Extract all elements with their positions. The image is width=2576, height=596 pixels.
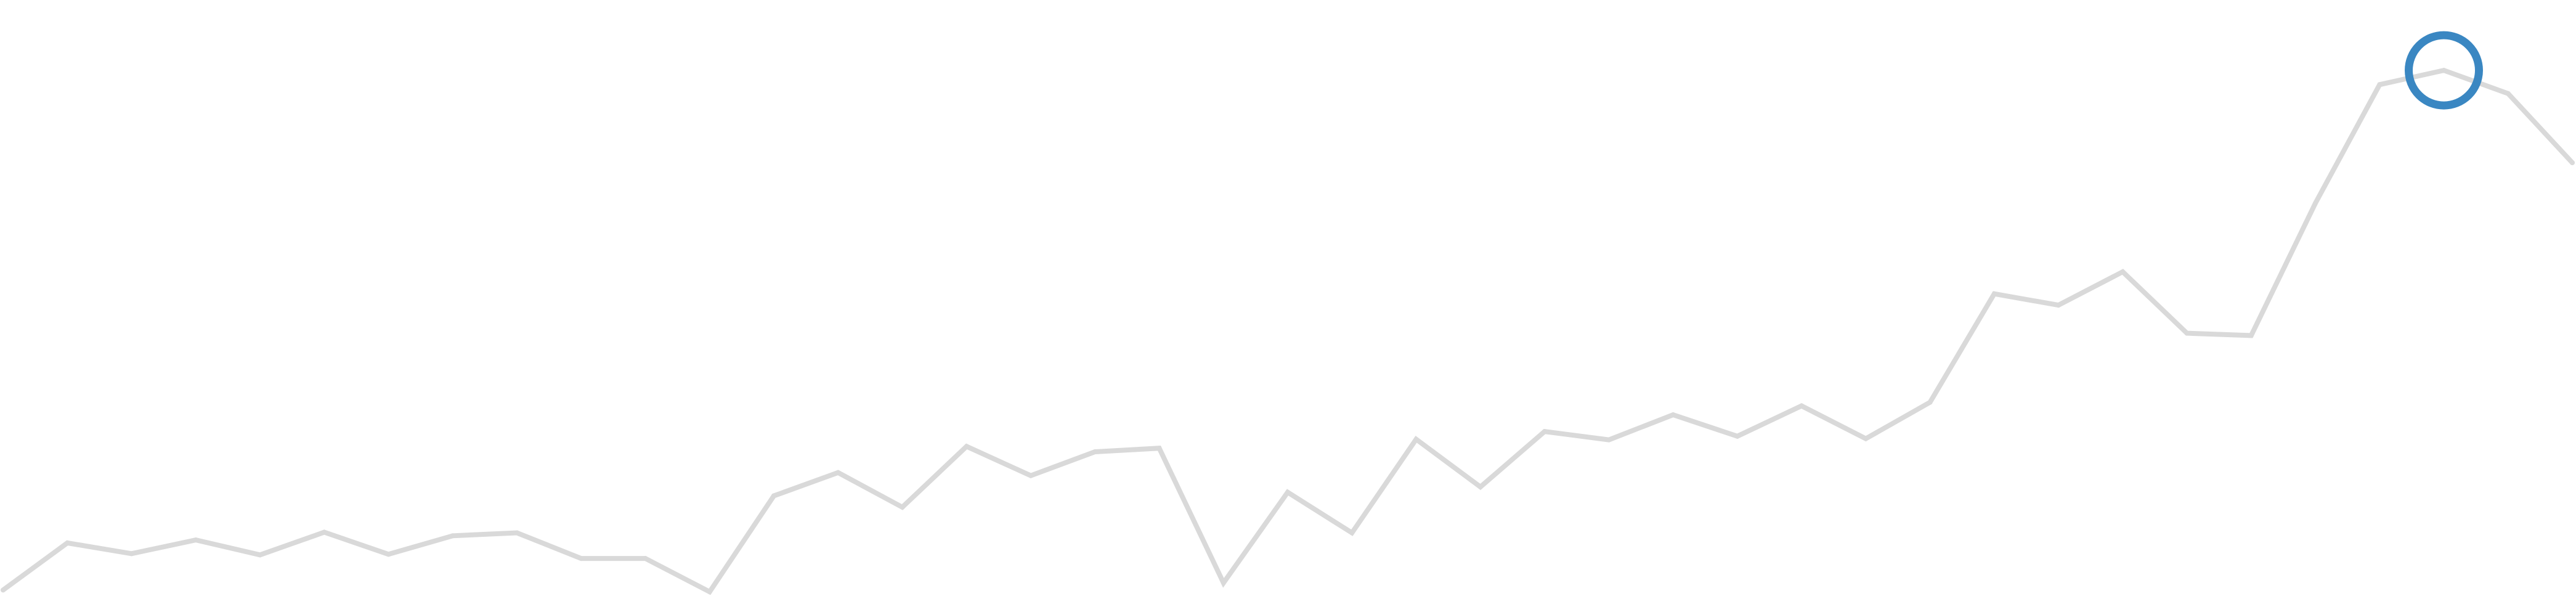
data-point	[2570, 160, 2575, 165]
series-layer	[1, 67, 2575, 595]
data-point	[1221, 580, 1226, 586]
data-point	[2056, 303, 2061, 308]
data-point	[1927, 399, 1933, 405]
data-point	[964, 444, 969, 449]
data-point	[2441, 68, 2447, 73]
data-point	[643, 556, 648, 561]
data-point	[1799, 403, 1804, 409]
data-point	[450, 533, 455, 539]
data-point	[835, 470, 841, 475]
data-point	[2184, 330, 2190, 336]
highlight-marker	[2405, 31, 2483, 110]
data-point	[193, 537, 198, 543]
data-point	[771, 493, 776, 499]
data-point	[579, 556, 584, 561]
data-point	[1349, 530, 1355, 536]
data-point	[1606, 437, 1612, 443]
data-point	[2505, 91, 2511, 96]
data-point	[2377, 82, 2383, 88]
data-point	[386, 552, 391, 557]
data-point	[258, 552, 262, 558]
data-point	[1413, 436, 1419, 442]
data-point	[1477, 484, 1483, 489]
data-point	[2248, 333, 2254, 338]
data-point	[1734, 433, 1740, 439]
data-point	[1991, 291, 1997, 296]
data-point	[514, 530, 519, 536]
data-point	[65, 540, 70, 545]
data-point	[1, 587, 6, 593]
data-point	[1028, 473, 1033, 478]
data-point	[900, 504, 905, 510]
data-point	[1092, 449, 1098, 454]
data-point	[322, 529, 327, 535]
data-point	[1156, 446, 1162, 451]
data-point	[1285, 489, 1290, 495]
highlight-layer	[2405, 31, 2483, 110]
data-point	[2120, 269, 2126, 274]
data-point	[1542, 429, 1547, 435]
data-point	[129, 551, 134, 557]
data-point	[707, 589, 712, 595]
data-point	[1863, 436, 1869, 441]
data-point	[1670, 412, 1676, 417]
data-point	[2313, 200, 2318, 206]
